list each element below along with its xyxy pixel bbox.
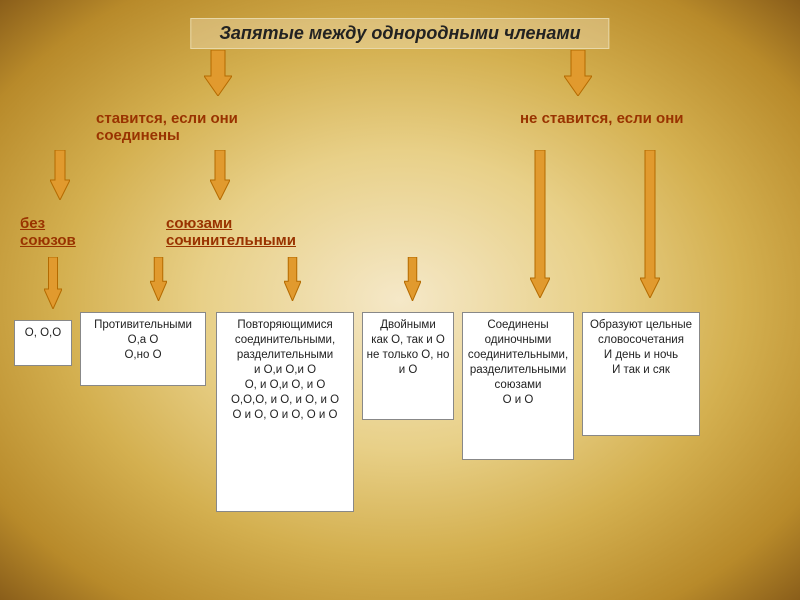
down-arrow-icon [640,150,660,298]
down-arrow-icon [284,257,301,301]
down-arrow-icon [564,50,592,96]
label-soyuzami: союзами сочинительными [166,215,316,249]
label-bez-soyuzov: без союзов [20,215,100,249]
down-arrow-icon [530,150,550,298]
down-arrow-icon [210,150,230,200]
info-box: Образуют цельные словосочетания И день и… [582,312,700,436]
down-arrow-icon [44,257,62,309]
down-arrow-icon [204,50,232,96]
down-arrow-icon [50,150,70,200]
info-box: Повторяющимися соединительными, разделит… [216,312,354,512]
down-arrow-icon [150,257,167,301]
info-box: Соединены одиночными соединительными, ра… [462,312,574,460]
subhead-left: ставится, если они соединены [96,110,306,144]
subhead-right: не ставится, если они [520,110,730,127]
info-box: Противительными О,а О О,но О [80,312,206,386]
info-box: Двойными как О, так и О не только О, но … [362,312,454,420]
page-title: Запятые между однородными членами [190,18,609,49]
info-box: О, О,О [14,320,72,366]
down-arrow-icon [404,257,421,301]
